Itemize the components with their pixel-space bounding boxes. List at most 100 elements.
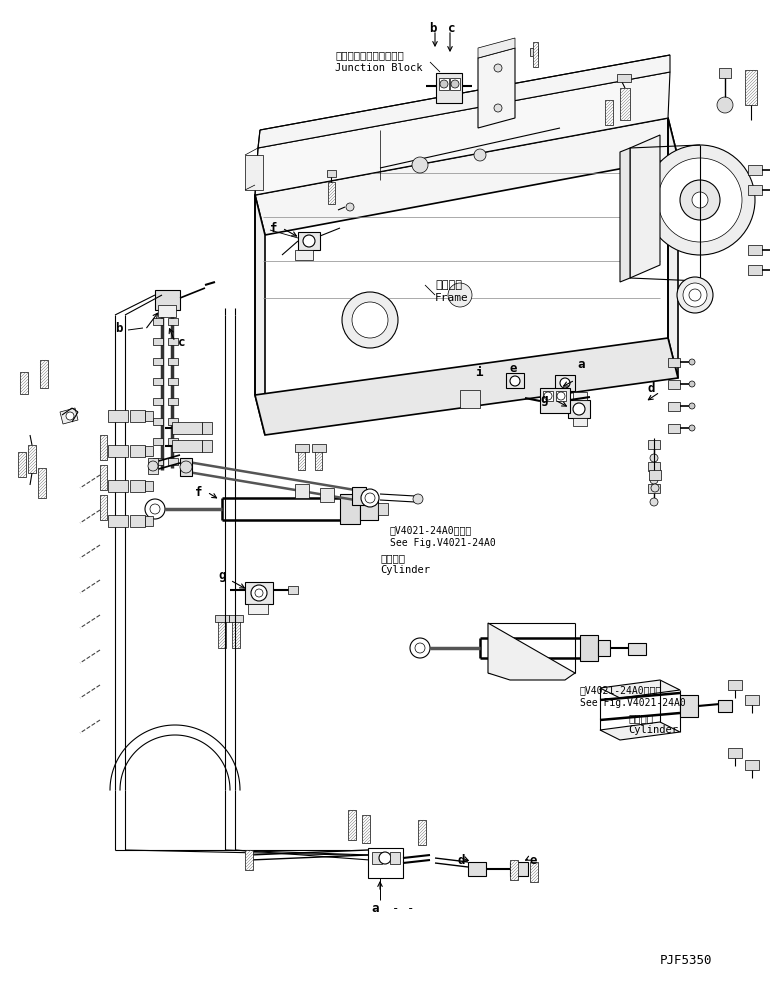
Bar [360, 498, 378, 520]
Bar [362, 815, 370, 843]
Bar [668, 402, 680, 411]
Polygon shape [488, 623, 575, 680]
Circle shape [650, 454, 658, 462]
Text: f: f [195, 486, 203, 498]
Bar [530, 862, 538, 882]
Bar [748, 245, 762, 255]
Bar [327, 170, 336, 177]
Bar [245, 155, 263, 190]
Circle shape [180, 461, 192, 473]
Bar [648, 440, 660, 449]
Circle shape [689, 289, 701, 301]
Bar [248, 604, 268, 614]
Bar [100, 465, 107, 490]
Bar [668, 380, 680, 389]
Bar [180, 458, 192, 476]
Bar [130, 480, 145, 492]
Bar [372, 852, 382, 864]
Bar [155, 290, 180, 310]
Text: シリンダ: シリンダ [380, 553, 405, 563]
Circle shape [494, 104, 502, 112]
Circle shape [717, 97, 733, 113]
Bar [168, 378, 178, 385]
Bar [245, 582, 273, 604]
Bar [648, 484, 660, 493]
Bar [649, 470, 661, 480]
Circle shape [145, 499, 165, 519]
Circle shape [689, 381, 695, 387]
Bar [620, 88, 630, 120]
Bar [153, 438, 163, 445]
Circle shape [361, 489, 379, 507]
Polygon shape [258, 55, 670, 148]
Bar [540, 388, 570, 413]
Bar [719, 68, 731, 78]
Bar [153, 318, 163, 325]
Text: e: e [530, 853, 537, 866]
Bar [153, 458, 163, 465]
Polygon shape [668, 118, 678, 378]
Text: b: b [429, 22, 437, 35]
Bar [295, 484, 309, 498]
Bar [40, 360, 48, 388]
Bar [450, 78, 460, 90]
Bar [153, 358, 163, 365]
Circle shape [677, 277, 713, 313]
Circle shape [689, 359, 695, 365]
Bar [20, 372, 28, 394]
Bar [108, 445, 128, 457]
Bar [202, 440, 212, 452]
Bar [153, 418, 163, 425]
Circle shape [573, 403, 585, 415]
Text: 第V4021-24A0図参照: 第V4021-24A0図参照 [580, 685, 662, 695]
Bar [598, 640, 610, 656]
Bar [295, 250, 313, 260]
Circle shape [412, 157, 428, 173]
Bar [418, 820, 426, 845]
Polygon shape [60, 408, 78, 424]
Circle shape [379, 852, 391, 864]
Bar [130, 410, 145, 422]
Bar [468, 862, 486, 876]
Bar [168, 318, 178, 325]
Bar [745, 760, 759, 770]
Bar [315, 448, 322, 470]
Text: a: a [371, 902, 379, 914]
Text: Frame: Frame [435, 293, 469, 303]
Circle shape [352, 302, 388, 338]
Circle shape [148, 461, 158, 471]
Bar [295, 444, 309, 452]
Polygon shape [600, 722, 680, 740]
Bar [533, 42, 538, 67]
Bar [543, 391, 553, 401]
Bar [229, 615, 243, 622]
Bar [328, 182, 335, 204]
Bar [368, 848, 403, 878]
Text: f: f [270, 222, 277, 234]
Text: シリンダ: シリンダ [628, 713, 653, 723]
Bar [245, 850, 253, 870]
Bar [232, 618, 240, 648]
Bar [352, 487, 366, 505]
Bar [568, 400, 590, 418]
Circle shape [451, 80, 459, 88]
Bar [605, 100, 613, 125]
Bar [153, 338, 163, 345]
Circle shape [448, 283, 472, 307]
Bar [668, 358, 680, 367]
Circle shape [474, 149, 486, 161]
Bar [145, 481, 153, 491]
Circle shape [365, 493, 375, 503]
Circle shape [645, 145, 755, 255]
Bar [573, 418, 587, 426]
Text: g: g [218, 569, 226, 582]
Bar [108, 515, 128, 527]
Bar [288, 586, 298, 594]
Text: b: b [115, 322, 122, 335]
Text: d: d [648, 382, 655, 394]
Bar [668, 424, 680, 433]
Polygon shape [478, 48, 515, 128]
Bar [439, 78, 449, 90]
Bar [728, 748, 742, 758]
Bar [748, 185, 762, 195]
